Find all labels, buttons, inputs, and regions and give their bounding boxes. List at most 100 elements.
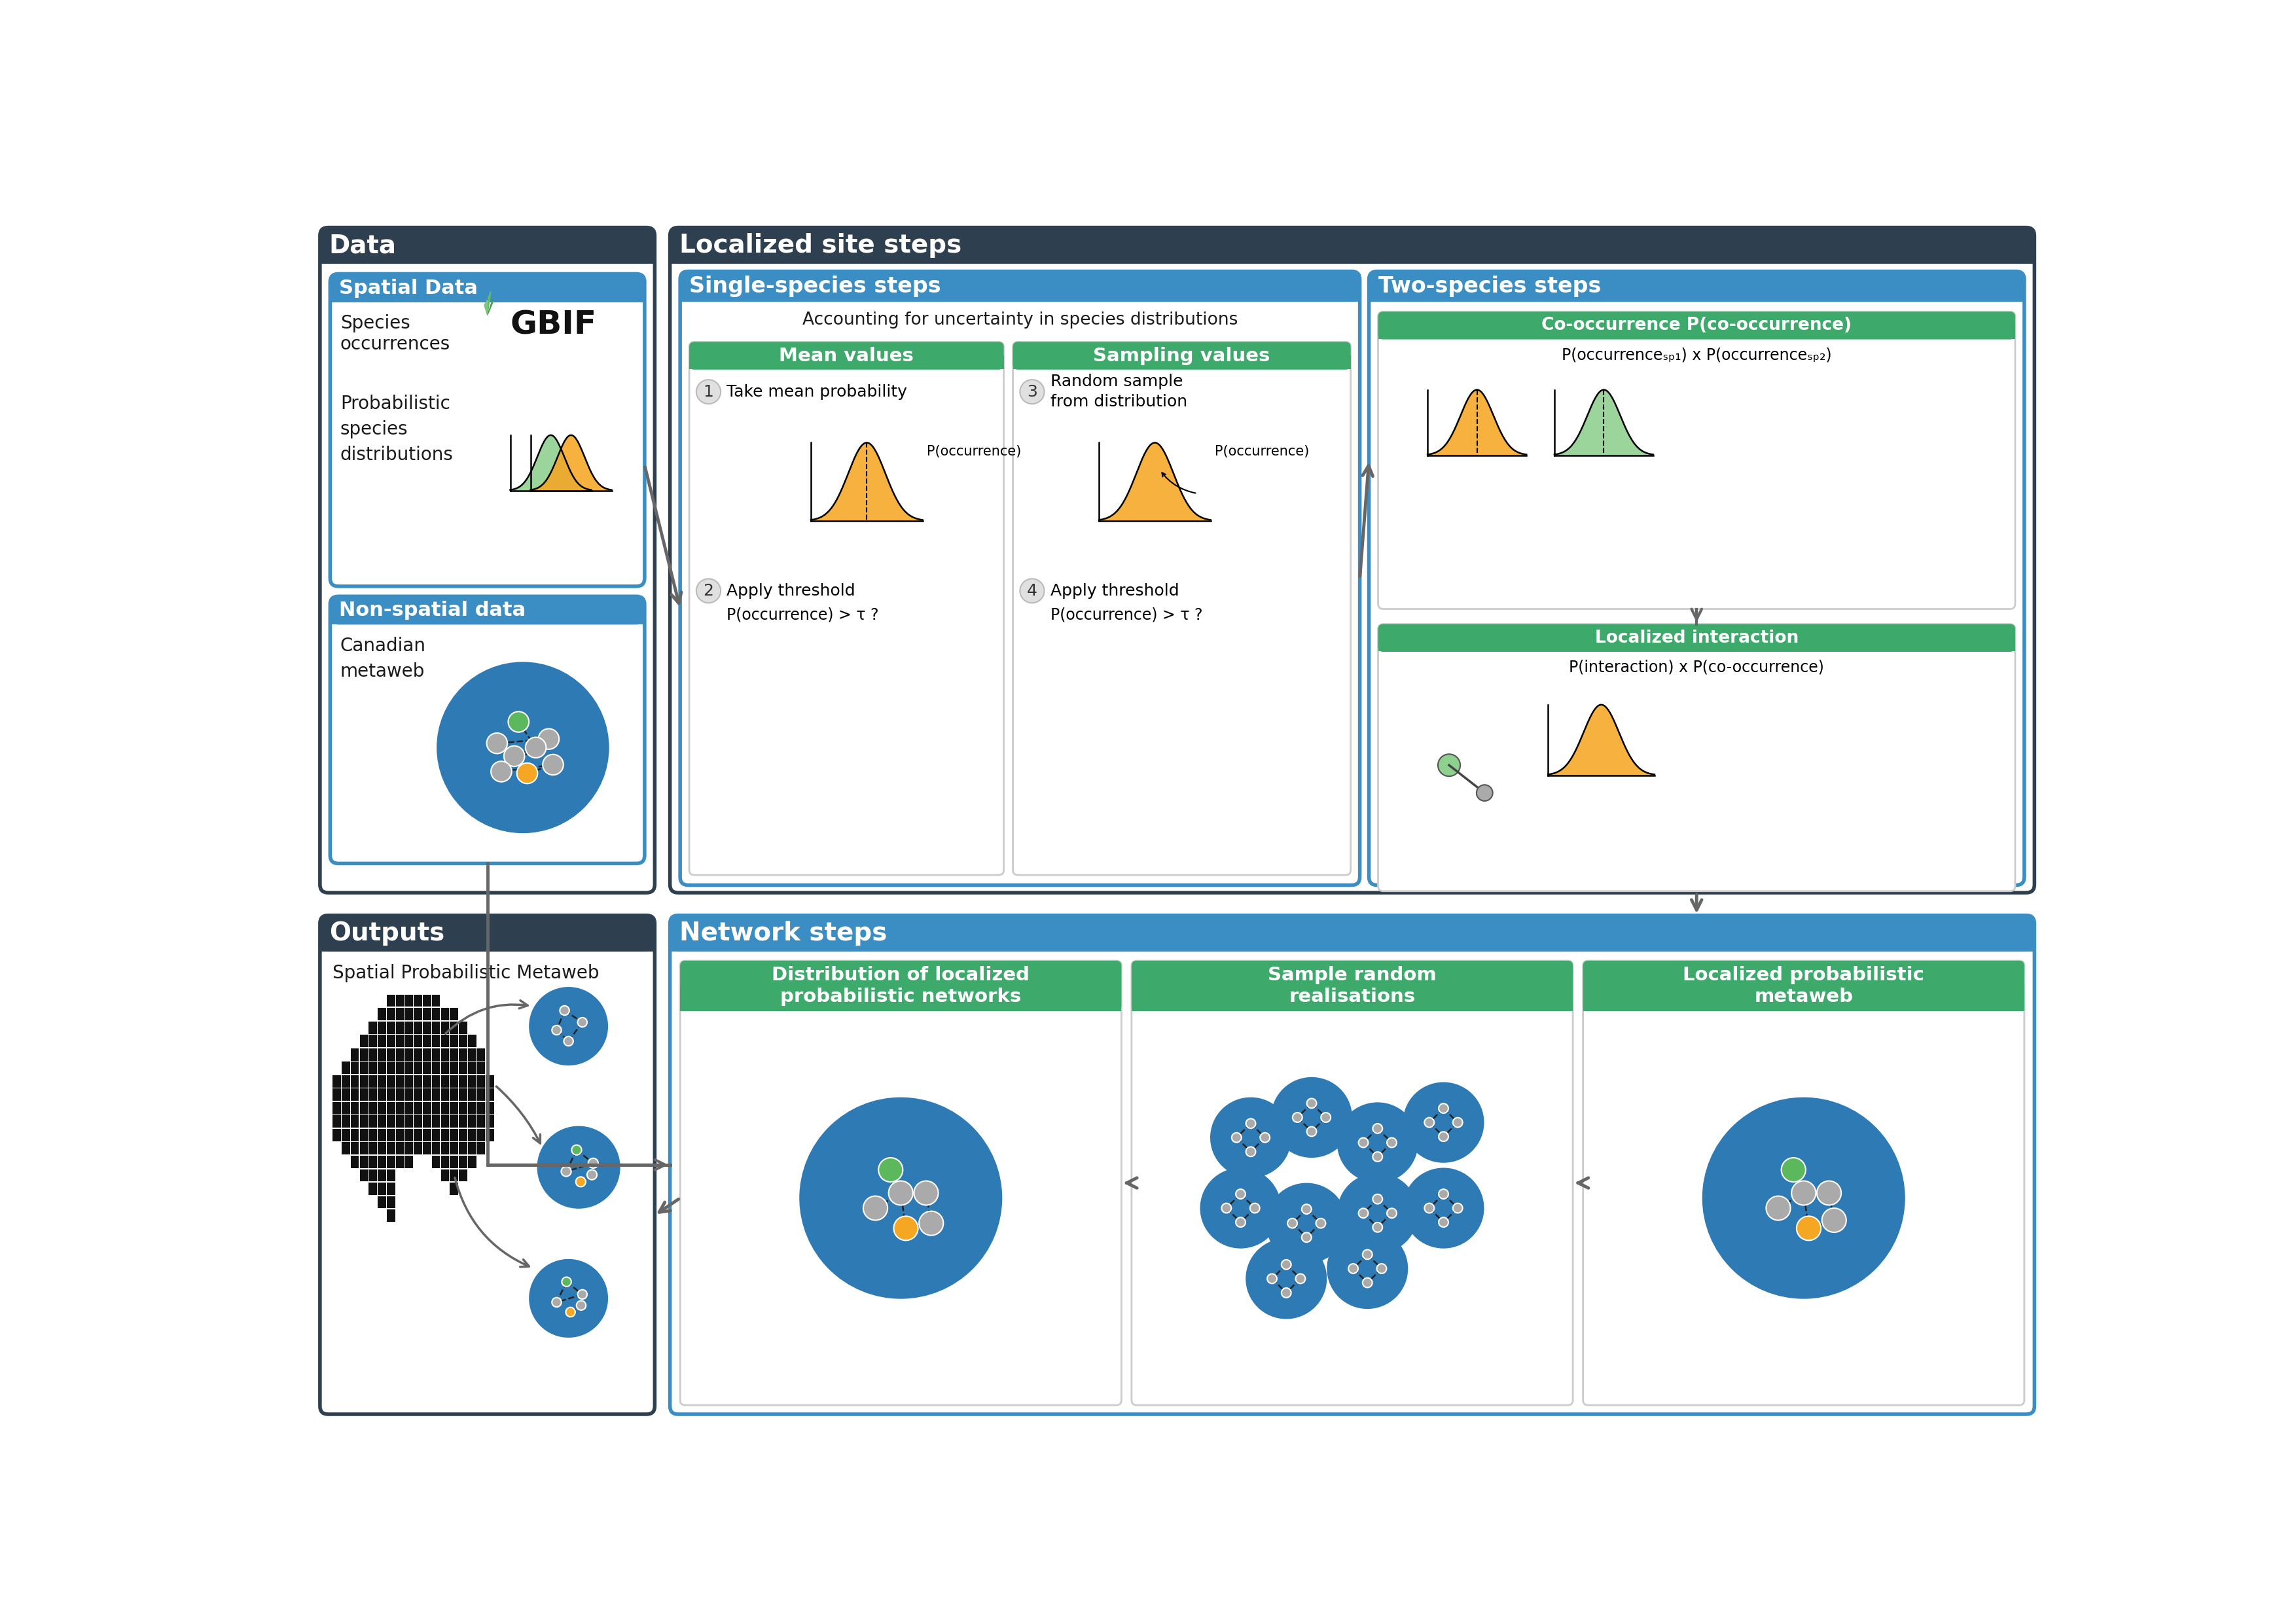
Bar <box>432 1048 441 1060</box>
Bar <box>468 1048 475 1060</box>
Text: Localized probabilistic
metaweb: Localized probabilistic metaweb <box>1683 966 1924 1006</box>
Circle shape <box>1320 1113 1332 1121</box>
Bar <box>404 1102 413 1115</box>
Bar <box>487 1102 494 1115</box>
Circle shape <box>1373 1152 1382 1162</box>
Bar <box>319 245 654 265</box>
Bar <box>441 1061 450 1074</box>
Bar <box>441 1089 450 1100</box>
Bar <box>441 1143 450 1154</box>
Bar <box>459 1102 466 1115</box>
Bar <box>370 1102 377 1115</box>
Bar <box>413 1089 422 1100</box>
Bar <box>386 995 395 1006</box>
Bar <box>689 355 1003 368</box>
Text: Localized interaction: Localized interaction <box>1596 630 1798 646</box>
Bar <box>331 610 645 625</box>
Bar <box>468 1089 475 1100</box>
Bar <box>450 1035 459 1047</box>
Text: Data: Data <box>328 234 397 258</box>
Circle shape <box>436 662 608 833</box>
Bar <box>360 1048 367 1060</box>
Bar <box>395 1074 404 1087</box>
Bar <box>351 1156 358 1169</box>
Bar <box>468 1156 475 1169</box>
Bar <box>370 1048 377 1060</box>
Text: P(occurrence): P(occurrence) <box>1215 445 1309 458</box>
FancyBboxPatch shape <box>680 961 1120 1011</box>
Bar <box>413 1130 422 1141</box>
Circle shape <box>1453 1203 1463 1212</box>
Circle shape <box>1362 1277 1373 1287</box>
Circle shape <box>1424 1118 1435 1128</box>
Bar <box>342 1074 349 1087</box>
Circle shape <box>1249 1203 1261 1212</box>
Bar <box>404 1048 413 1060</box>
Bar <box>404 1143 413 1154</box>
Circle shape <box>1453 1118 1463 1128</box>
Bar <box>379 1089 386 1100</box>
Bar <box>413 1061 422 1074</box>
FancyBboxPatch shape <box>1378 625 2016 891</box>
Bar <box>441 1130 450 1141</box>
Bar <box>670 245 2034 265</box>
Bar <box>680 985 1120 1011</box>
FancyBboxPatch shape <box>319 915 654 1414</box>
Bar <box>441 1156 450 1169</box>
Text: P(occurrence) > τ ?: P(occurrence) > τ ? <box>728 607 879 623</box>
Bar <box>319 933 654 951</box>
Bar <box>370 1183 377 1195</box>
Bar <box>386 1102 395 1115</box>
Circle shape <box>1316 1219 1325 1229</box>
Bar <box>404 1130 413 1141</box>
Text: Network steps: Network steps <box>680 922 886 946</box>
Bar <box>395 1102 404 1115</box>
Text: Localized site steps: Localized site steps <box>680 234 962 258</box>
FancyBboxPatch shape <box>331 596 645 625</box>
Circle shape <box>572 1144 581 1156</box>
Text: Co-occurrence P(co-occurrence): Co-occurrence P(co-occurrence) <box>1541 316 1853 334</box>
Circle shape <box>1247 1147 1256 1157</box>
Bar <box>422 1115 432 1128</box>
Bar <box>386 1035 395 1047</box>
Text: Random sample
from distribution: Random sample from distribution <box>1049 373 1187 411</box>
Bar <box>360 1035 367 1047</box>
Bar <box>413 1143 422 1154</box>
Circle shape <box>576 1177 585 1186</box>
Circle shape <box>1823 1208 1846 1232</box>
Circle shape <box>1359 1138 1368 1147</box>
Bar <box>379 1169 386 1182</box>
Bar <box>422 995 432 1006</box>
Circle shape <box>579 1018 588 1027</box>
Bar <box>459 1156 466 1169</box>
Circle shape <box>799 1097 1003 1298</box>
Text: Outputs: Outputs <box>328 922 445 946</box>
Bar <box>395 1061 404 1074</box>
Text: Sampling values: Sampling values <box>1093 347 1270 365</box>
Polygon shape <box>484 300 487 315</box>
Bar <box>395 995 404 1006</box>
Bar <box>333 1089 340 1100</box>
Bar <box>370 1061 377 1074</box>
FancyBboxPatch shape <box>1132 961 1573 1011</box>
Bar <box>370 1115 377 1128</box>
Circle shape <box>1440 1131 1449 1141</box>
Circle shape <box>487 734 507 753</box>
FancyBboxPatch shape <box>1368 271 2025 302</box>
Bar <box>360 1169 367 1182</box>
Bar <box>422 1074 432 1087</box>
Circle shape <box>863 1196 889 1220</box>
FancyBboxPatch shape <box>331 274 645 302</box>
Text: Spatial Probabilistic Metaweb: Spatial Probabilistic Metaweb <box>333 964 599 982</box>
Bar <box>386 1196 395 1209</box>
Bar <box>413 1035 422 1047</box>
Bar <box>386 1061 395 1074</box>
Bar <box>370 1143 377 1154</box>
Circle shape <box>542 755 563 774</box>
Bar <box>450 1183 459 1195</box>
Circle shape <box>1288 1219 1297 1229</box>
Bar <box>450 1008 459 1021</box>
Circle shape <box>1306 1099 1316 1109</box>
Circle shape <box>1816 1182 1841 1206</box>
Bar <box>351 1061 358 1074</box>
